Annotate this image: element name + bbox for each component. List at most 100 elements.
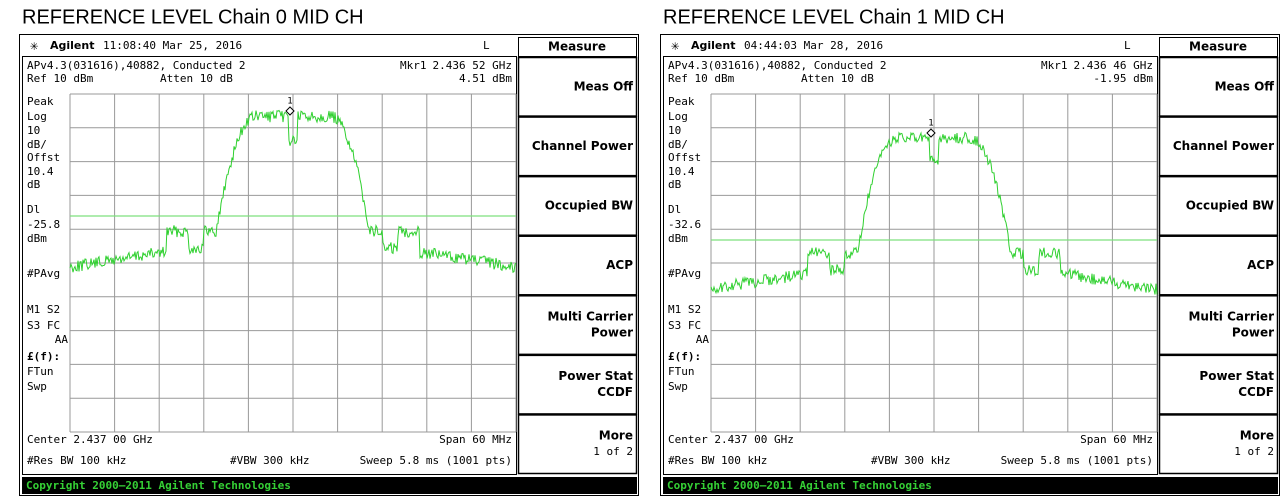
star-icon: ✳ bbox=[671, 38, 680, 54]
vbw: #VBW 300 kHz bbox=[871, 454, 950, 467]
datetime: 11:08:40 Mar 25, 2016 bbox=[103, 39, 242, 52]
marker bbox=[926, 128, 936, 138]
span: Span 60 MHz bbox=[439, 433, 512, 446]
copyright: Copyright 2000–2011 Agilent Technologies bbox=[667, 479, 932, 492]
menu-title-box bbox=[1159, 37, 1278, 57]
ref-level: Ref 10 dBm bbox=[27, 72, 94, 85]
marker bbox=[285, 106, 295, 116]
span: Span 60 MHz bbox=[1080, 433, 1153, 446]
side-label: dB bbox=[27, 178, 41, 191]
vbw: #VBW 300 kHz bbox=[230, 454, 309, 467]
softkey bbox=[517, 235, 638, 296]
side-label: Swp bbox=[27, 380, 47, 393]
side-label: #PAvg bbox=[27, 267, 60, 280]
softkey-label: ACP bbox=[1247, 258, 1274, 272]
side-label: Log bbox=[668, 110, 688, 123]
copyright: Copyright 2000–2011 Agilent Technologies bbox=[26, 479, 291, 492]
side-label: dBm bbox=[668, 232, 688, 245]
menu-title: Measure bbox=[548, 40, 606, 54]
status: L bbox=[1124, 39, 1131, 52]
menu-title: Measure bbox=[1189, 40, 1247, 54]
datetime: 04:44:03 Mar 28, 2016 bbox=[744, 39, 883, 52]
softkey-label: CCDF bbox=[597, 385, 633, 399]
side-label: Swp bbox=[668, 380, 688, 393]
side-label: 10.4 bbox=[27, 165, 54, 178]
side-label: #PAvg bbox=[668, 267, 701, 280]
softkey bbox=[1158, 175, 1279, 236]
sweep: Sweep 5.8 ms (1001 pts) bbox=[360, 454, 512, 467]
copyright-bar bbox=[22, 477, 637, 494]
side-label: Dl bbox=[668, 203, 681, 216]
side-label: £(f): bbox=[27, 350, 60, 363]
side-label: Dl bbox=[27, 203, 40, 216]
side-label: £(f): bbox=[668, 350, 701, 363]
attenuation: Atten 10 dB bbox=[160, 72, 233, 85]
side-label: -32.6 bbox=[668, 218, 701, 231]
side-label: dB/ bbox=[668, 138, 688, 151]
softkey-label: Power bbox=[591, 326, 633, 340]
side-label: FTun bbox=[27, 365, 54, 378]
softkey-label: Occupied BW bbox=[1186, 198, 1274, 212]
marker-level: 4.51 dBm bbox=[459, 72, 512, 85]
brand: Agilent bbox=[50, 39, 94, 52]
setup: APv4.3(031616),40882, Conducted 2 bbox=[27, 59, 246, 72]
marker-label: Mkr1 bbox=[1041, 59, 1068, 72]
softkey-label: Power Stat bbox=[558, 369, 633, 383]
star-icon: ✳ bbox=[30, 38, 39, 54]
trace bbox=[69, 109, 517, 273]
side-label: Offst bbox=[27, 151, 60, 164]
screen bbox=[663, 56, 1158, 475]
side-label: Log bbox=[27, 110, 47, 123]
softkey-label: Meas Off bbox=[574, 79, 634, 93]
side-label: FTun bbox=[668, 365, 695, 378]
side-label: S3 FC bbox=[668, 319, 701, 332]
rbw: #Res BW 100 kHz bbox=[27, 454, 126, 467]
softkey bbox=[1158, 116, 1279, 177]
setup: APv4.3(031616),40882, Conducted 2 bbox=[668, 59, 887, 72]
side-label: 10 bbox=[668, 124, 681, 137]
side-label: M1 S2 bbox=[668, 303, 701, 316]
menu-title-box bbox=[518, 37, 637, 57]
side-label: Offst bbox=[668, 151, 701, 164]
attenuation: Atten 10 dB bbox=[801, 72, 874, 85]
trace bbox=[710, 131, 1158, 295]
side-label: AA bbox=[55, 333, 69, 346]
softkey bbox=[1158, 295, 1279, 356]
side-label: Peak bbox=[668, 95, 695, 108]
screen bbox=[22, 56, 517, 475]
softkey-label: Channel Power bbox=[1173, 139, 1274, 153]
side-label: 10.4 bbox=[668, 165, 695, 178]
side-label: -25.8 bbox=[27, 218, 60, 231]
side-label: S3 FC bbox=[27, 319, 60, 332]
marker-freq: 2.436 52 GHz bbox=[433, 59, 512, 72]
marker-number: 1 bbox=[928, 119, 933, 129]
marker-label: Mkr1 bbox=[400, 59, 427, 72]
softkey-label: Multi Carrier bbox=[1188, 310, 1274, 324]
softkey bbox=[517, 56, 638, 117]
softkey-label: 1 of 2 bbox=[593, 445, 633, 458]
softkey-label: More bbox=[599, 429, 633, 443]
sweep: Sweep 5.8 ms (1001 pts) bbox=[1001, 454, 1153, 467]
marker-level: -1.95 dBm bbox=[1093, 72, 1153, 85]
softkey-label: More bbox=[1240, 429, 1274, 443]
softkey-label: CCDF bbox=[1238, 385, 1274, 399]
side-label: dBm bbox=[27, 232, 47, 245]
panel-frame bbox=[660, 34, 1280, 496]
analyzer-panel: REFERENCE LEVEL Chain 1 MID CH ✳ Agilent 04… bbox=[660, 6, 1280, 496]
softkey-label: Power Stat bbox=[1199, 369, 1274, 383]
softkey bbox=[517, 175, 638, 236]
rbw: #Res BW 100 kHz bbox=[668, 454, 767, 467]
center-freq: Center 2.437 00 GHz bbox=[27, 433, 153, 446]
panel-frame bbox=[19, 34, 639, 496]
side-label: AA bbox=[696, 333, 710, 346]
softkey-label: Occupied BW bbox=[545, 198, 633, 212]
softkey bbox=[1158, 235, 1279, 296]
softkey bbox=[517, 295, 638, 356]
analyzer-panel: REFERENCE LEVEL Chain 0 MID CH✳ Agilent 11… bbox=[19, 6, 639, 496]
softkey-label: Meas Off bbox=[1215, 79, 1275, 93]
softkey-label: ACP bbox=[606, 258, 633, 272]
side-label: Peak bbox=[27, 95, 54, 108]
status: L bbox=[483, 39, 490, 52]
copyright-bar bbox=[663, 477, 1278, 494]
